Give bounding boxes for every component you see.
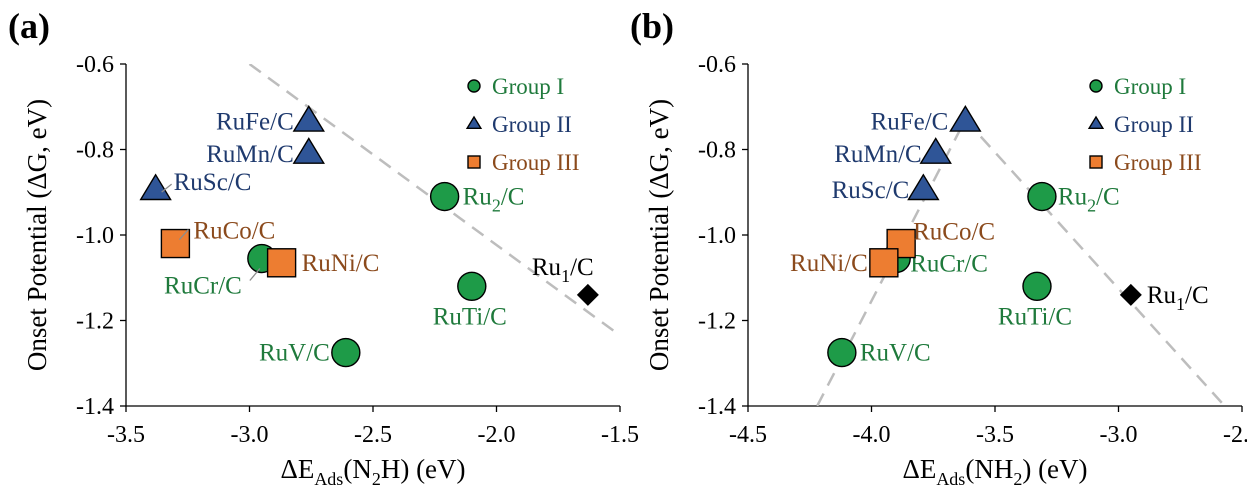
y-tick-label: -1.2 <box>698 309 736 335</box>
data-point-rusc-c <box>907 173 940 201</box>
panel-a: (a) -0.6 -0.8 -1.0 -1.2 -1.4-3.5 -3.0 -2.5 -2.0 -… <box>8 6 639 489</box>
data-point-ruco-c <box>886 228 916 259</box>
data-point-ruv-c <box>331 337 361 368</box>
y-axis-title: Onset Potential (ΔG, eV) <box>644 99 674 371</box>
data-label-ru1-c: Ru1/C <box>532 254 594 286</box>
legend-label-group-i: Group I <box>492 74 564 99</box>
legend-marker-square <box>1089 155 1103 169</box>
label-leader-line <box>249 268 261 281</box>
data-label-rumn-c: RuMn/C <box>206 141 294 168</box>
legend-label-group-ii: Group II <box>1114 112 1194 137</box>
panel-label: (b) <box>630 6 674 46</box>
legend-marker-circle <box>467 79 481 93</box>
legend-label-group-i: Group I <box>1114 74 1186 99</box>
panel-label: (a) <box>8 6 50 46</box>
x-tick-label: -3.0 <box>1100 422 1138 448</box>
data-point-rufe-c <box>949 105 982 132</box>
x-tick-label: -2.0 <box>478 422 516 448</box>
data-label-rufe-c: RuFe/C <box>216 109 294 136</box>
legend-label-group-ii: Group II <box>492 112 572 137</box>
data-label-rusc-c: RuSc/C <box>832 177 910 204</box>
data-point-rumn-c <box>292 137 325 164</box>
data-label-ruv-c: RuV/C <box>860 340 931 367</box>
reference-dashed-line <box>964 118 1226 406</box>
x-tick-label: -4.5 <box>729 422 767 448</box>
legend-label-group-iii: Group III <box>492 150 580 175</box>
data-label-ru2-c: Ru2/C <box>1058 184 1120 216</box>
data-label-ru2-c: Ru2/C <box>463 184 525 216</box>
x-axis-title: ΔEAds(NH2) (eV) <box>902 454 1087 489</box>
data-point-ruv-c <box>827 337 857 368</box>
data-label-rufe-c: RuFe/C <box>871 109 949 136</box>
data-point-ru1-c <box>576 283 599 306</box>
data-point-rufe-c <box>292 105 325 132</box>
x-tick-label: -3.5 <box>976 422 1014 448</box>
y-tick-label: -1.2 <box>76 309 114 335</box>
data-label-ru1-c: Ru1/C <box>1147 282 1209 314</box>
data-label-rucr-c: RuCr/C <box>910 251 988 278</box>
legend-marker-square <box>467 155 481 169</box>
y-tick-label: -0.6 <box>76 52 114 78</box>
legend-label-group-iii: Group III <box>1114 150 1202 175</box>
data-label-runi-c: RuNi/C <box>302 250 380 277</box>
label-leader-line <box>161 183 173 193</box>
x-tick-label: -1.5 <box>601 422 639 448</box>
data-label-rusc-c: RuSc/C <box>174 169 252 196</box>
y-tick-label: -1.0 <box>698 223 736 249</box>
data-label-ruv-c: RuV/C <box>259 340 330 367</box>
legend-marker-triangle <box>465 115 483 130</box>
y-tick-label: -0.6 <box>698 52 736 78</box>
y-axis-title: Onset Potential (ΔG, eV) <box>22 99 52 371</box>
data-point-ru2-c <box>1027 181 1057 212</box>
data-point-ruti-c <box>1022 271 1052 301</box>
data-label-ruti-c: RuTi/C <box>433 303 507 330</box>
y-tick-label: -1.4 <box>698 394 736 420</box>
x-tick-label: -2.5 <box>1223 422 1247 448</box>
x-tick-label: -3.0 <box>231 422 269 448</box>
x-tick-label: -4.0 <box>853 422 891 448</box>
x-axis-title: ΔEAds(N2H) (eV) <box>280 454 465 489</box>
data-label-rucr-c: RuCr/C <box>164 273 242 300</box>
data-label-runi-c: RuNi/C <box>790 250 868 277</box>
y-tick-label: -1.4 <box>76 394 114 420</box>
data-point-runi-c <box>266 248 297 278</box>
data-point-ru1-c <box>1119 283 1142 306</box>
y-tick-label: -0.8 <box>76 138 114 164</box>
y-tick-label: -0.8 <box>698 138 736 164</box>
legend-marker-circle <box>1089 79 1103 93</box>
data-point-rusc-c <box>139 173 172 201</box>
legend-marker-triangle <box>1087 115 1105 130</box>
panel-b: (b) -0.6 -0.8 -1.0 -1.2 -1.4-4.5 -4.0 -3.5 -3.0 -… <box>630 6 1247 489</box>
label-leader-line <box>178 229 189 240</box>
data-label-ruco-c: RuCo/C <box>913 219 995 246</box>
data-label-ruco-c: RuCo/C <box>193 218 275 245</box>
data-point-ruti-c <box>457 271 487 301</box>
x-tick-label: -3.5 <box>107 422 145 448</box>
data-point-ru2-c <box>429 181 460 212</box>
y-tick-label: -1.0 <box>76 223 114 249</box>
x-tick-label: -2.5 <box>354 422 392 448</box>
data-label-ruti-c: RuTi/C <box>998 303 1072 330</box>
data-label-rumn-c: RuMn/C <box>834 141 922 168</box>
data-point-runi-c <box>869 248 899 278</box>
data-point-rumn-c <box>919 137 952 164</box>
